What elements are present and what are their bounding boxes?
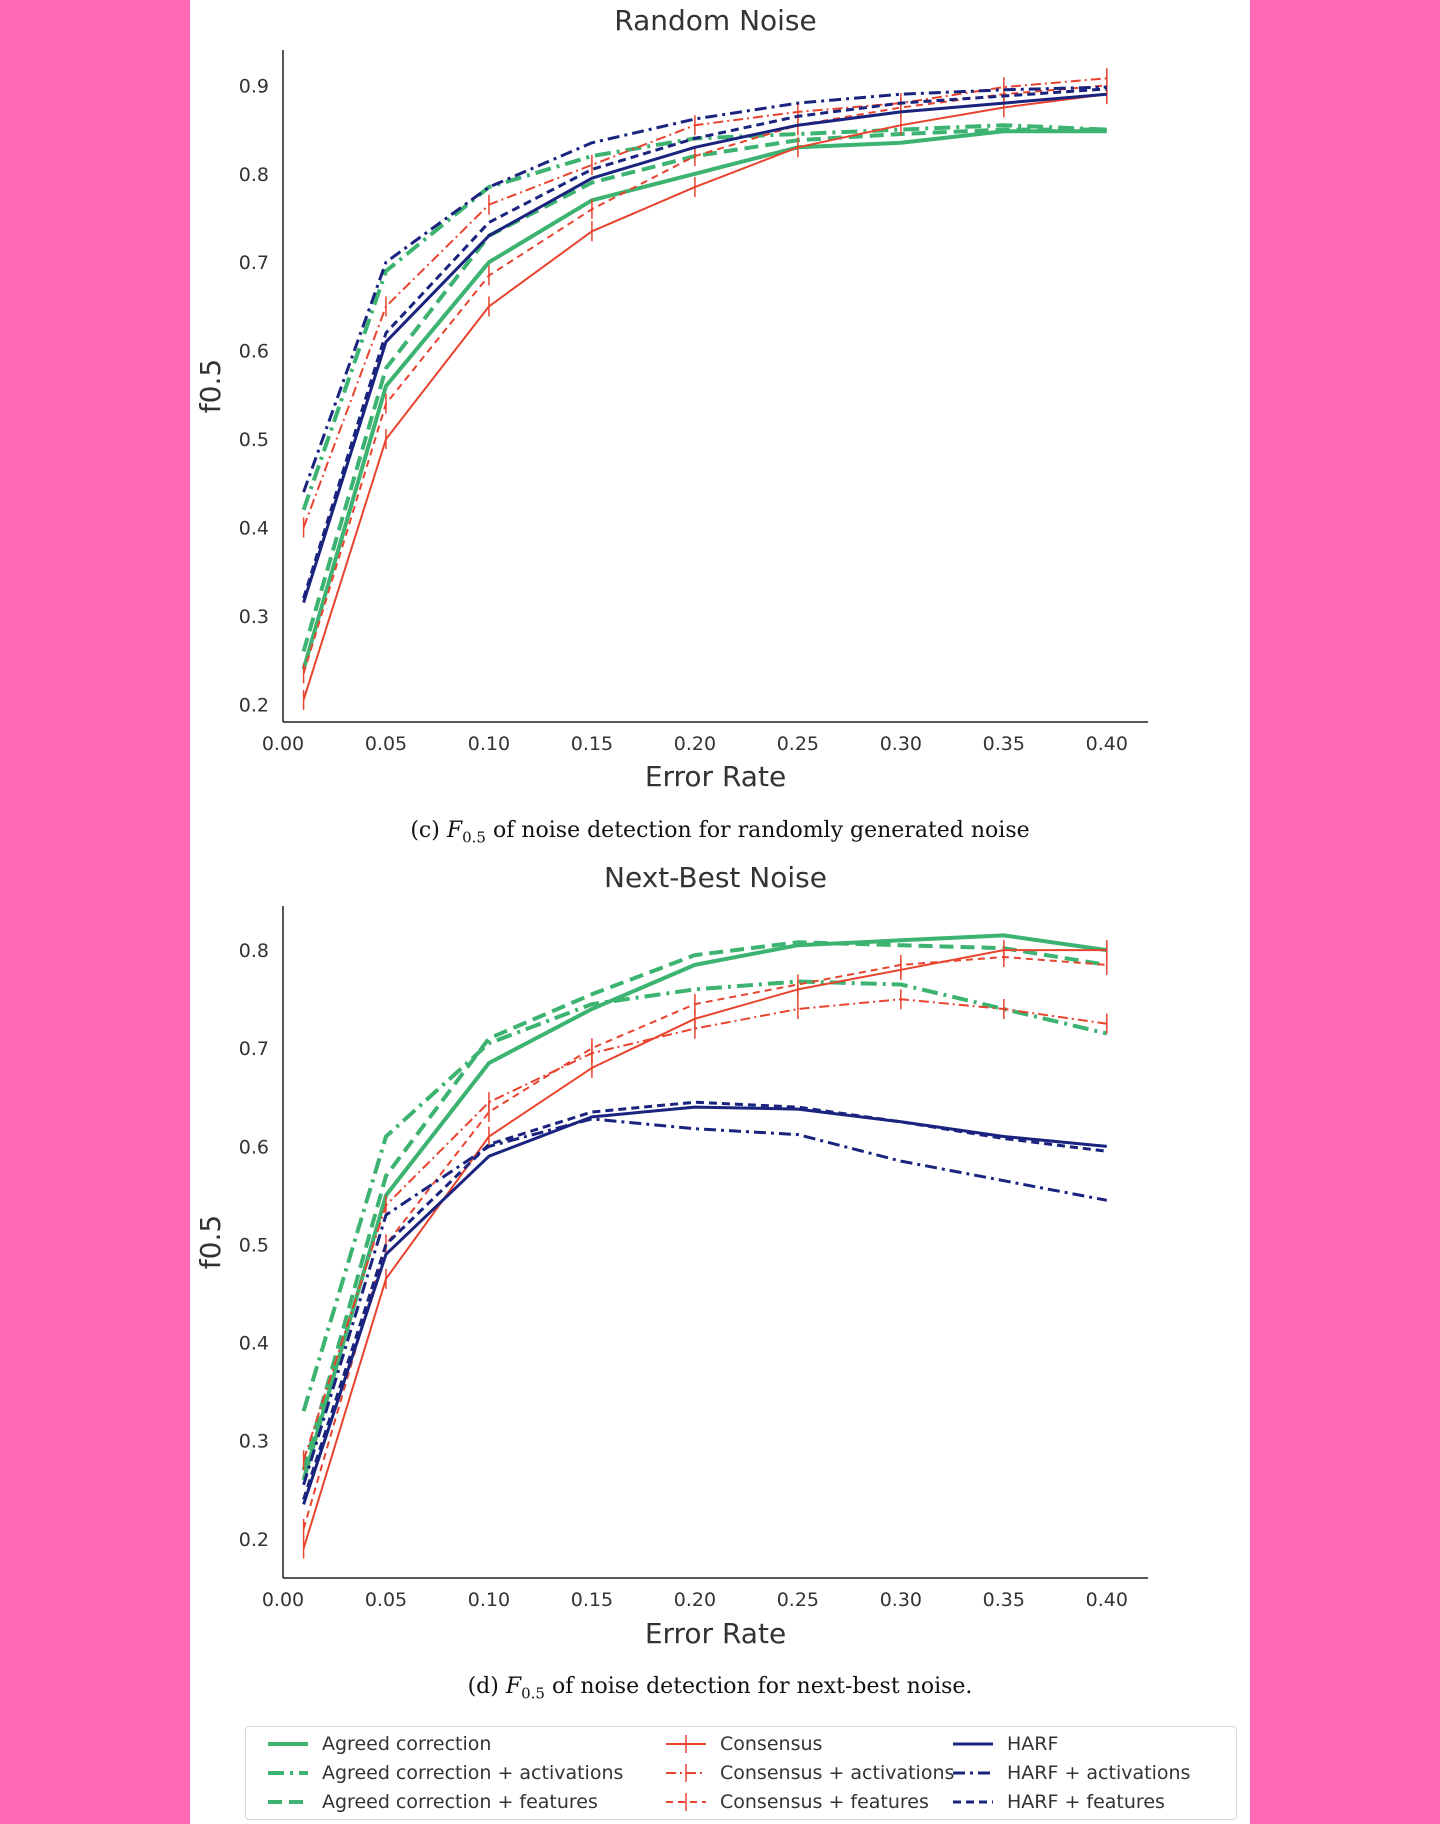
x-tick-label: 0.00 xyxy=(262,733,304,755)
caption-next-best-noise: (d) F0.5 of noise detection for next-bes… xyxy=(190,1674,1250,1702)
series-line-ha_feat xyxy=(302,87,1107,599)
y-tick-label: 0.4 xyxy=(239,1333,269,1355)
legend-swatch-ha_act xyxy=(953,1771,993,1775)
legend-swatch-ha_feat xyxy=(953,1800,993,1804)
caption-symbol: F xyxy=(505,1674,522,1699)
legend-swatch-ac_act xyxy=(268,1771,308,1775)
y-tick-label: 0.5 xyxy=(239,429,269,451)
x-tick-label: 0.25 xyxy=(777,1589,819,1611)
chart-title: Next-Best Noise xyxy=(604,861,827,894)
legend-label: Agreed correction + activations xyxy=(322,1762,624,1784)
y-tick-label: 0.5 xyxy=(239,1234,269,1256)
chart-next-best-noise: Next-Best Noise 0.00 0.05 0.10 0.15 0.20 0.25 0… xyxy=(194,861,1148,1650)
x-tick-label: 0.35 xyxy=(983,1589,1025,1611)
legend-item-co: Consensus xyxy=(664,1731,822,1757)
series-line-ac_act xyxy=(301,979,1108,1412)
legend-label: Consensus + features xyxy=(720,1791,929,1813)
caption-text: of noise detection for next-best noise. xyxy=(551,1674,973,1699)
y-tick-label: 0.7 xyxy=(239,252,269,274)
series-line-co xyxy=(302,949,1107,1549)
x-axis-label: Error Rate xyxy=(645,1617,786,1650)
caption-prefix: (c) xyxy=(410,818,440,843)
x-tick-label: 0.40 xyxy=(1086,1589,1128,1611)
caption-subscript: 0.5 xyxy=(462,828,486,847)
caption-random-noise: (c) F0.5 of noise detection for randomly… xyxy=(190,818,1250,846)
series-line-ac_feat xyxy=(301,940,1108,1471)
legend-swatch-ac xyxy=(268,1742,308,1746)
legend-swatch-ha xyxy=(953,1742,993,1746)
legend-item-ac: Agreed correction xyxy=(266,1731,491,1757)
y-tick-label: 0.3 xyxy=(239,606,269,628)
y-tick-label: 0.8 xyxy=(239,940,269,962)
y-tick-label: 0.6 xyxy=(239,341,269,363)
legend-label: Agreed correction xyxy=(322,1733,492,1755)
series-line-ha_act xyxy=(302,85,1107,493)
series-line-co xyxy=(302,93,1107,701)
legend-swatch-co_act xyxy=(666,1764,706,1782)
caption-symbol: F xyxy=(446,818,463,843)
caption-subscript: 0.5 xyxy=(521,1684,545,1703)
legend-swatch-co xyxy=(666,1735,706,1753)
y-tick-label: 0.4 xyxy=(239,517,269,539)
y-tick-label: 0.8 xyxy=(239,164,269,186)
y-tick-label: 0.7 xyxy=(239,1038,269,1060)
legend-item-co_act: Consensus + activations xyxy=(664,1760,954,1786)
legend-item-co_feat: Consensus + features xyxy=(664,1789,929,1815)
x-tick-label: 0.30 xyxy=(880,1589,922,1611)
series-line-ac xyxy=(301,933,1108,1481)
figure-page: Random Noise 0.00 0.05 0.10 0.15 0.20 0.25 0.30… xyxy=(190,0,1250,1824)
y-axis-label: f0.5 xyxy=(194,359,227,413)
x-tick-label: 0.20 xyxy=(674,1589,716,1611)
legend-label: Consensus + activations xyxy=(720,1762,955,1784)
series-line-ac xyxy=(301,129,1107,670)
x-tick-label: 0.00 xyxy=(262,1589,304,1611)
series-line-co_feat xyxy=(302,956,1107,1530)
legend: Agreed correction Agreed correction + act… xyxy=(245,1726,1237,1820)
y-tick-label: 0.2 xyxy=(239,1529,269,1551)
y-tick-label: 0.6 xyxy=(239,1136,269,1158)
x-tick-label: 0.10 xyxy=(468,1589,510,1611)
legend-swatch-ac_feat xyxy=(268,1800,308,1804)
y-tick-label: 0.3 xyxy=(239,1431,269,1453)
legend-swatch-co_feat xyxy=(666,1793,706,1811)
legend-item-ha: HARF xyxy=(951,1731,1058,1757)
legend-label: Agreed correction + features xyxy=(322,1791,598,1813)
legend-label: HARF xyxy=(1007,1733,1059,1755)
series-line-co_act xyxy=(302,998,1107,1461)
x-tick-label: 0.40 xyxy=(1086,733,1128,755)
legend-label: HARF + features xyxy=(1007,1791,1165,1813)
x-tick-label: 0.10 xyxy=(468,733,510,755)
x-tick-label: 0.15 xyxy=(571,1589,613,1611)
legend-item-ac_feat: Agreed correction + features xyxy=(266,1789,598,1815)
caption-prefix: (d) xyxy=(467,1674,499,1699)
x-tick-label: 0.15 xyxy=(571,733,613,755)
series-line-ha_act xyxy=(302,1117,1108,1486)
x-axis-label: Error Rate xyxy=(645,760,786,793)
legend-item-ha_feat: HARF + features xyxy=(951,1789,1165,1815)
x-tick-label: 0.20 xyxy=(674,733,716,755)
y-axis-label: f0.5 xyxy=(194,1215,227,1269)
x-tick-label: 0.35 xyxy=(983,733,1025,755)
series-line-ha_feat xyxy=(302,1100,1107,1500)
legend-item-ac_act: Agreed correction + activations xyxy=(266,1760,623,1786)
series-line-co_feat xyxy=(302,84,1107,674)
caption-text: of noise detection for randomly generate… xyxy=(492,818,1030,843)
chart-title: Random Noise xyxy=(614,4,817,37)
series-line-ha xyxy=(302,92,1107,604)
x-tick-label: 0.25 xyxy=(777,733,819,755)
legend-item-ha_act: HARF + activations xyxy=(951,1760,1190,1786)
legend-label: Consensus xyxy=(720,1733,823,1755)
y-tick-label: 0.9 xyxy=(239,75,269,97)
y-tick-label: 0.2 xyxy=(239,694,269,716)
x-tick-label: 0.30 xyxy=(880,733,922,755)
x-tick-label: 0.05 xyxy=(365,1589,407,1611)
legend-label: HARF + activations xyxy=(1007,1762,1191,1784)
x-tick-label: 0.05 xyxy=(365,733,407,755)
